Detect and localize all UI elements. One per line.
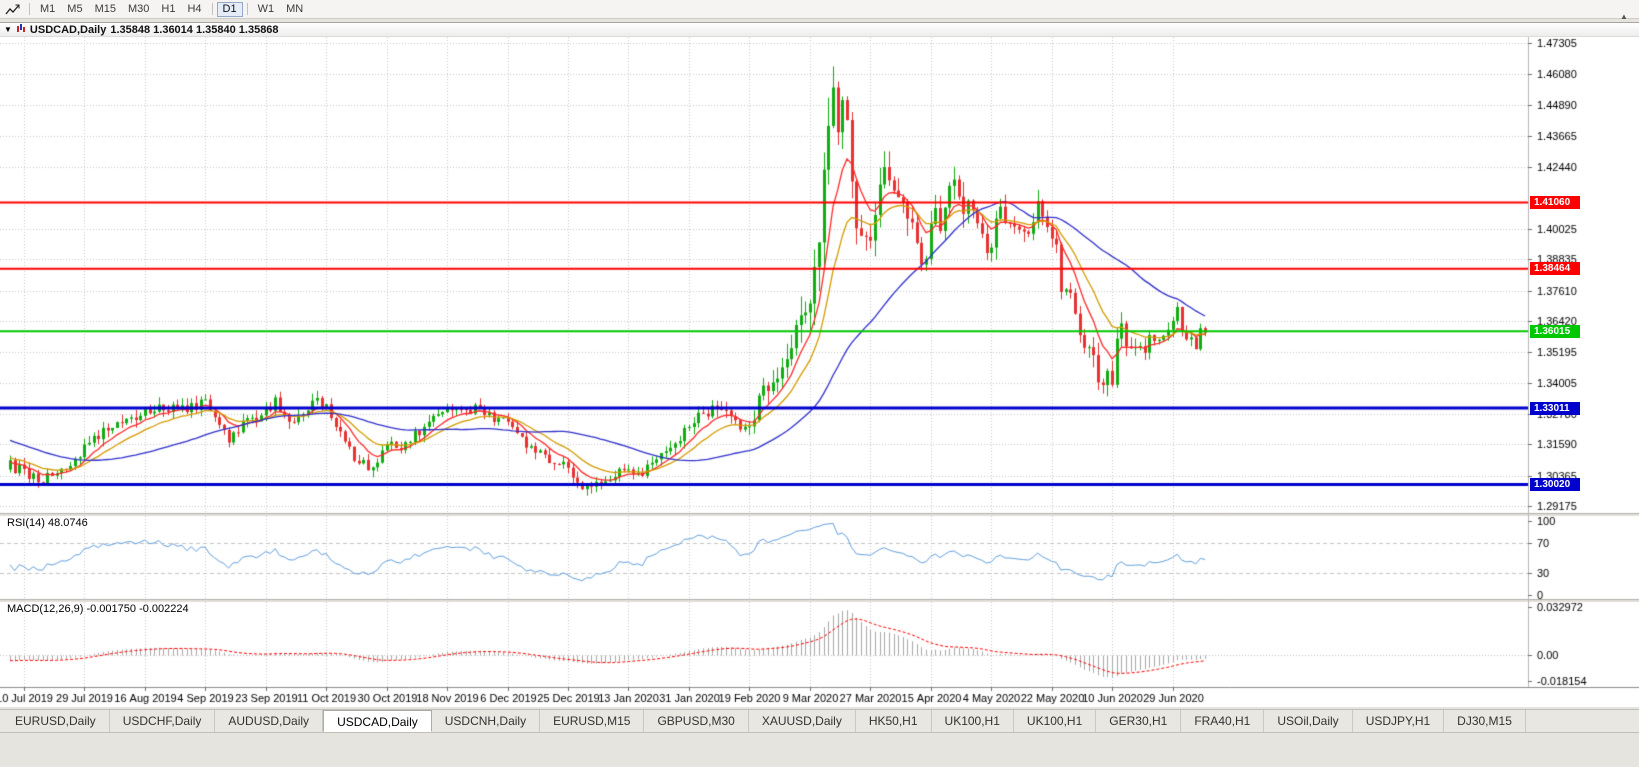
chart-tab-bar: EURUSD,Daily USDCHF,Daily AUDUSD,Daily USDC… xyxy=(0,709,1639,733)
chart-tab-usdcnh-daily[interactable]: USDCNH,Daily xyxy=(432,710,541,732)
timeframe-button-m1[interactable]: M1 xyxy=(40,2,56,15)
timeframe-button-mn[interactable]: MN xyxy=(286,2,304,15)
chart-tab-audusd-daily[interactable]: AUDUSD,Daily xyxy=(215,710,324,732)
chart-tab-usdcad-daily[interactable]: USDCAD,Daily xyxy=(323,710,432,732)
chart-title-ohlc: 1.35848 1.36014 1.35840 1.35868 xyxy=(110,23,279,36)
toolbar-separator xyxy=(211,3,213,15)
chart-window: ▼ USDCAD,Daily 1.35848 1.36014 1.35840 1… xyxy=(0,22,1639,707)
toolbar-separator xyxy=(29,3,30,15)
chart-tab-uk100-h1[interactable]: UK100,H1 xyxy=(1014,710,1097,732)
timeframe-button-d1[interactable]: D1 xyxy=(216,1,243,17)
rsi-indicator-label: RSI(14) 48.0746 xyxy=(7,517,88,529)
chart-tab-hk50-h1[interactable]: HK50,H1 xyxy=(856,710,932,732)
price-badge-1.36015: 1.36015 xyxy=(1530,324,1580,338)
timeframe-button-m30[interactable]: M30 xyxy=(127,2,150,15)
chart-tab-eurusd-daily[interactable]: EURUSD,Daily xyxy=(2,710,110,732)
chart-tab-usdjpy-h1[interactable]: USDJPY,H1 xyxy=(1353,710,1445,732)
price-badge-1.30020: 1.30020 xyxy=(1530,477,1580,491)
toolbar-separator xyxy=(246,3,248,15)
macd-indicator-label: MACD(12,26,9) -0.001750 -0.002224 xyxy=(7,603,189,615)
timeframe-toolbar: M1 M5 M15 M30 H1 H4 D1 W1 MN xyxy=(0,0,1639,19)
timeframe-buttons: M1 M5 M15 M30 H1 H4 D1 W1 MN xyxy=(34,1,309,17)
chart-tab-uk100-h1[interactable]: UK100,H1 xyxy=(932,710,1014,732)
timeframe-button-m5[interactable]: M5 xyxy=(67,2,83,15)
chart-tab-ger30-h1[interactable]: GER30,H1 xyxy=(1096,710,1182,732)
price-badge-1.38464: 1.38464 xyxy=(1530,262,1580,276)
timeframe-button-w1[interactable]: W1 xyxy=(257,2,275,15)
price-chart-canvas[interactable] xyxy=(0,37,1639,707)
chart-type-icon xyxy=(16,23,26,36)
chart-tab-dj30-m15[interactable]: DJ30,M15 xyxy=(1444,710,1526,732)
chart-title-bar: ▼ USDCAD,Daily 1.35848 1.36014 1.35840 1… xyxy=(0,23,1639,37)
chart-tab-xauusd-daily[interactable]: XAUUSD,Daily xyxy=(749,710,856,732)
price-badge-1.33011: 1.33011 xyxy=(1530,401,1580,415)
timeframe-button-h1[interactable]: H1 xyxy=(161,2,176,15)
timeframe-button-h4[interactable]: H4 xyxy=(187,2,202,15)
chart-tab-fra40-h1[interactable]: FRA40,H1 xyxy=(1181,710,1265,732)
chart-tab-eurusd-m15[interactable]: EURUSD,M15 xyxy=(540,710,645,732)
chart-tab-usoil-daily[interactable]: USOil,Daily xyxy=(1264,710,1353,732)
trend-tool-icon[interactable] xyxy=(3,2,23,17)
timeframe-button-m15[interactable]: M15 xyxy=(94,2,116,15)
window-menu-icon[interactable]: ▼ xyxy=(4,25,12,34)
chart-tab-gbpusd-m30[interactable]: GBPUSD,M30 xyxy=(644,710,749,732)
chart-tab-usdchf-daily[interactable]: USDCHF,Daily xyxy=(110,710,216,732)
price-badge-1.41060: 1.41060 xyxy=(1530,195,1580,209)
chart-title-symbol: USDCAD,Daily xyxy=(29,23,107,36)
scroll-up-icon[interactable]: ▲ xyxy=(1620,12,1628,21)
